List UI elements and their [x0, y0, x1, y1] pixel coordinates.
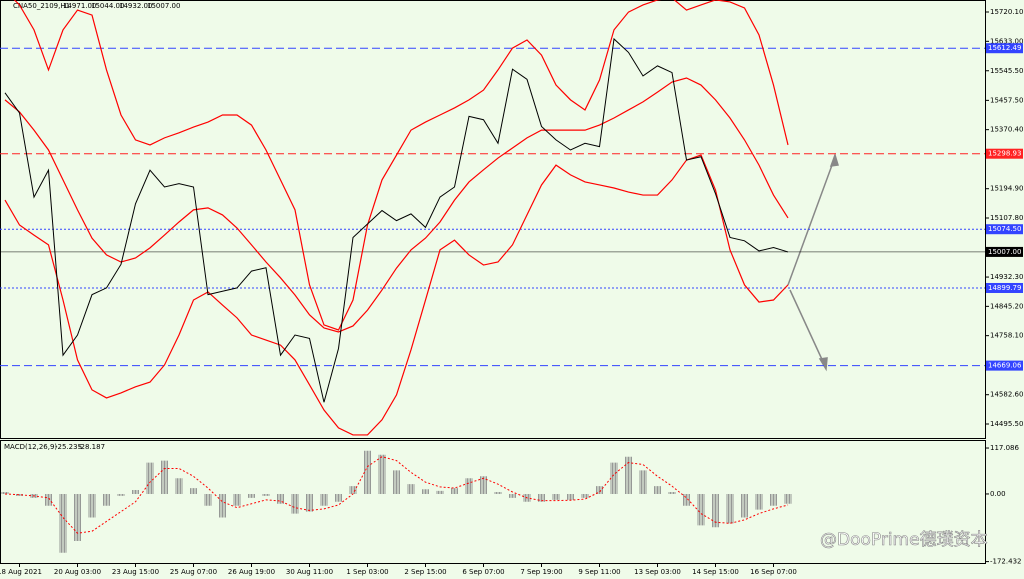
x-tick-label: 9 Sep 11:00: [578, 568, 620, 576]
x-tick-label: 30 Aug 11:00: [286, 568, 333, 576]
ohlc-open: 14971.00: [63, 2, 96, 10]
level-label: 15007.00: [988, 248, 1021, 256]
macd-value: -25.235: [55, 443, 82, 451]
y-tick-label: 15457.50: [990, 96, 1023, 104]
series-line: [13, 0, 789, 331]
y-tick-label: 14758.10: [990, 332, 1023, 340]
arrow-head: [829, 152, 839, 167]
level-label: 14669.06: [988, 362, 1022, 370]
level-tag: [986, 43, 1023, 54]
x-tick-label: 2 Sep 15:00: [404, 568, 446, 576]
x-tick-label: 6 Sep 07:00: [462, 568, 504, 576]
ohlc-low: 14932.00: [119, 2, 152, 10]
macd-title: MACD(12,26,9): [4, 443, 57, 451]
level-label: 15298.93: [988, 150, 1021, 158]
x-tick-label: 13 Sep 03:00: [634, 568, 681, 576]
level-tag: [986, 360, 1023, 371]
y-tick-label: 15370.40: [990, 126, 1023, 134]
y-tick-label: 15107.80: [990, 214, 1023, 222]
series-line: [4, 77, 789, 333]
header: CNA50_2109,H1 14971.00 15044.00 14932.00…: [4, 2, 180, 451]
ohlc-close: 15007.00: [147, 2, 180, 10]
level-label: 15612.49: [988, 44, 1021, 52]
series-line: [4, 37, 789, 403]
y-tick-label: 15720.10: [990, 8, 1023, 16]
y-tick-label: 15633.00: [990, 37, 1023, 45]
level-tag: [986, 282, 1023, 293]
price-pane: [0, 0, 986, 439]
y-tick-label: 14582.60: [990, 391, 1023, 399]
x-tick-label: 20 Aug 03:00: [54, 568, 101, 576]
y-tick-label: 14845.20: [990, 302, 1023, 310]
x-tick-label: 18 Aug 2021: [0, 568, 42, 576]
level-label: 15074.50: [988, 225, 1021, 233]
y-tick-label: 15545.50: [990, 67, 1023, 75]
x-tick-label: 1 Sep 03:00: [346, 568, 388, 576]
y-tick-label: 15194.90: [990, 185, 1023, 193]
x-tick-label: 25 Aug 07:00: [170, 568, 217, 576]
level-tag: [986, 148, 1023, 159]
projection-arrows: [787, 152, 839, 372]
arrow-up: [787, 156, 836, 286]
symbol: CNA50_2109,H1: [13, 2, 70, 10]
y-tick-label: 0.00: [990, 490, 1006, 498]
ohlc-high: 15044.00: [91, 2, 124, 10]
x-tick-label: 7 Sep 19:00: [520, 568, 562, 576]
arrow-down: [789, 289, 826, 367]
signal-line: [4, 456, 789, 534]
level-label: 14899.79: [988, 284, 1021, 292]
series-line: [4, 154, 789, 436]
x-tick-label: 26 Aug 19:00: [228, 568, 275, 576]
macd-pane: [0, 440, 986, 564]
x-tick-label: 16 Sep 07:00: [750, 568, 797, 576]
arrow-head: [818, 357, 828, 372]
y-tick-label: 14495.50: [990, 420, 1023, 428]
y-tick-label: 14932.30: [990, 273, 1023, 281]
x-tick-label: 14 Sep 15:00: [692, 568, 739, 576]
level-tag: [986, 246, 1023, 257]
x-tick-label: 23 Aug 15:00: [112, 568, 159, 576]
watermark: @DooPrime德璞资本: [820, 530, 988, 550]
y-tick-label: 117.086: [990, 444, 1019, 452]
level-tag: [986, 224, 1023, 235]
y-tick-label: -172.432: [990, 558, 1021, 566]
signal-value: -28.187: [78, 443, 105, 451]
